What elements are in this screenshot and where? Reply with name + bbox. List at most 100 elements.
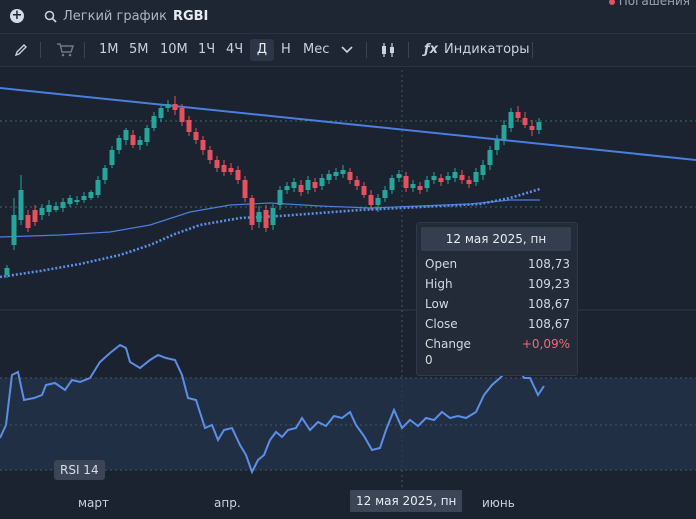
candle-body bbox=[375, 198, 381, 205]
interval-day[interactable]: Д bbox=[250, 39, 274, 61]
candle-body bbox=[109, 150, 115, 165]
tooltip-date: 12 мая 2025, пн bbox=[421, 227, 571, 251]
add-icon[interactable]: + bbox=[10, 8, 24, 23]
candle-body bbox=[354, 180, 360, 186]
candle-body bbox=[459, 175, 465, 180]
chevron-down-icon[interactable] bbox=[337, 39, 357, 61]
candle-body bbox=[382, 190, 388, 198]
tooltip-row-high: High 109,23 bbox=[425, 277, 570, 291]
redemptions-dot-icon bbox=[608, 0, 615, 5]
candle-body bbox=[480, 165, 486, 175]
toolbar-divider bbox=[40, 42, 41, 58]
candle-body bbox=[32, 210, 38, 222]
candle-body bbox=[25, 215, 31, 228]
candle-body bbox=[424, 180, 430, 188]
rsi-label[interactable]: RSI 14 bbox=[54, 460, 105, 480]
candle-body bbox=[298, 185, 304, 192]
ticker-label: RGBI bbox=[172, 8, 209, 24]
x-axis-label-june: июнь bbox=[482, 496, 515, 510]
candle-body bbox=[522, 118, 528, 125]
candle-body bbox=[235, 170, 241, 180]
candle-body bbox=[214, 160, 220, 168]
candle-body bbox=[410, 184, 416, 188]
candle-body bbox=[361, 186, 367, 195]
candle-body bbox=[494, 140, 500, 150]
top-bar: + Легкий график RGBI Погашения bbox=[0, 0, 696, 34]
candle-body bbox=[291, 182, 297, 188]
trend-line bbox=[0, 87, 696, 161]
candle-body bbox=[95, 180, 101, 195]
candle-body bbox=[431, 176, 437, 180]
candle-body bbox=[473, 172, 479, 182]
candle-body bbox=[158, 108, 164, 118]
rsi-band bbox=[0, 378, 696, 470]
candle-body bbox=[130, 135, 136, 145]
candle-body bbox=[438, 178, 444, 182]
candle-body bbox=[445, 176, 451, 180]
candle-body bbox=[67, 198, 73, 204]
candle-body bbox=[347, 172, 353, 180]
search-icon bbox=[44, 10, 57, 23]
candle-body bbox=[46, 205, 52, 212]
candle-body bbox=[263, 210, 269, 228]
candle-body bbox=[228, 168, 234, 172]
candle-body bbox=[74, 200, 80, 202]
candle-body bbox=[11, 215, 17, 245]
tooltip-row-close: Close 108,67 bbox=[425, 317, 570, 331]
interval-4h[interactable]: 4Ч bbox=[226, 42, 244, 57]
candle-body bbox=[529, 126, 535, 130]
interval-1h[interactable]: 1Ч bbox=[198, 42, 216, 57]
candle-body bbox=[102, 168, 108, 180]
indicators-label: Индикаторы bbox=[444, 42, 530, 57]
candle-body bbox=[53, 206, 59, 210]
price-chart[interactable] bbox=[0, 67, 696, 519]
candle-body bbox=[256, 212, 262, 222]
candle-body bbox=[368, 195, 374, 205]
candles bbox=[4, 96, 542, 278]
toolbar-divider bbox=[84, 42, 85, 58]
interval-week[interactable]: Н bbox=[281, 42, 291, 57]
fx-icon: ƒx bbox=[424, 42, 439, 57]
interval-10m[interactable]: 10М bbox=[160, 42, 188, 57]
candle-body bbox=[18, 190, 24, 220]
candle-body bbox=[207, 150, 213, 160]
tooltip-row-open: Open 108,73 bbox=[425, 257, 570, 271]
candle-body bbox=[466, 180, 472, 184]
interval-1m[interactable]: 1М bbox=[99, 42, 119, 57]
search-field[interactable]: Легкий график RGBI bbox=[44, 6, 208, 26]
toolbar-divider bbox=[408, 42, 409, 58]
interval-5m[interactable]: 5М bbox=[129, 42, 149, 57]
candle-body bbox=[144, 128, 150, 142]
candle-body bbox=[389, 178, 395, 190]
cart-icon[interactable] bbox=[52, 39, 78, 61]
toolbar-divider bbox=[532, 42, 533, 58]
candle-body bbox=[403, 176, 409, 188]
candle-body bbox=[88, 192, 94, 198]
candle-body bbox=[326, 174, 332, 180]
candle-body bbox=[312, 182, 318, 188]
candle-body bbox=[165, 104, 171, 108]
candle-body bbox=[221, 165, 227, 172]
candle-body bbox=[200, 140, 206, 150]
candles-icon[interactable] bbox=[376, 39, 400, 61]
interval-month[interactable]: Мес bbox=[303, 42, 330, 57]
candle-body bbox=[137, 140, 143, 145]
x-axis-crosshair-label: 12 мая 2025, пн bbox=[350, 490, 463, 512]
chart-type-label: Легкий график bbox=[63, 8, 167, 24]
candle-body bbox=[452, 172, 458, 178]
redemptions-link[interactable]: Погашения bbox=[608, 0, 690, 8]
indicators-button[interactable]: ƒx Индикаторы bbox=[420, 39, 534, 61]
toolbar-divider bbox=[366, 42, 367, 58]
pencil-icon[interactable] bbox=[10, 39, 32, 61]
candle-body bbox=[60, 202, 66, 208]
candle-body bbox=[536, 122, 542, 130]
tooltip-row-change: Change +0,09% bbox=[425, 337, 570, 351]
candle-body bbox=[151, 116, 157, 128]
candle-body bbox=[501, 125, 507, 140]
candle-body bbox=[249, 198, 255, 225]
candle-tooltip: 12 мая 2025, пн Open 108,73 High 109,23 Lo… bbox=[416, 222, 578, 376]
x-axis-label-march: март bbox=[78, 496, 110, 510]
candle-body bbox=[277, 190, 283, 205]
candle-body bbox=[186, 120, 192, 132]
toolbar: 1М 5М 10М 1Ч 4Ч Д Н Мес ƒx Индикаторы bbox=[0, 34, 696, 67]
